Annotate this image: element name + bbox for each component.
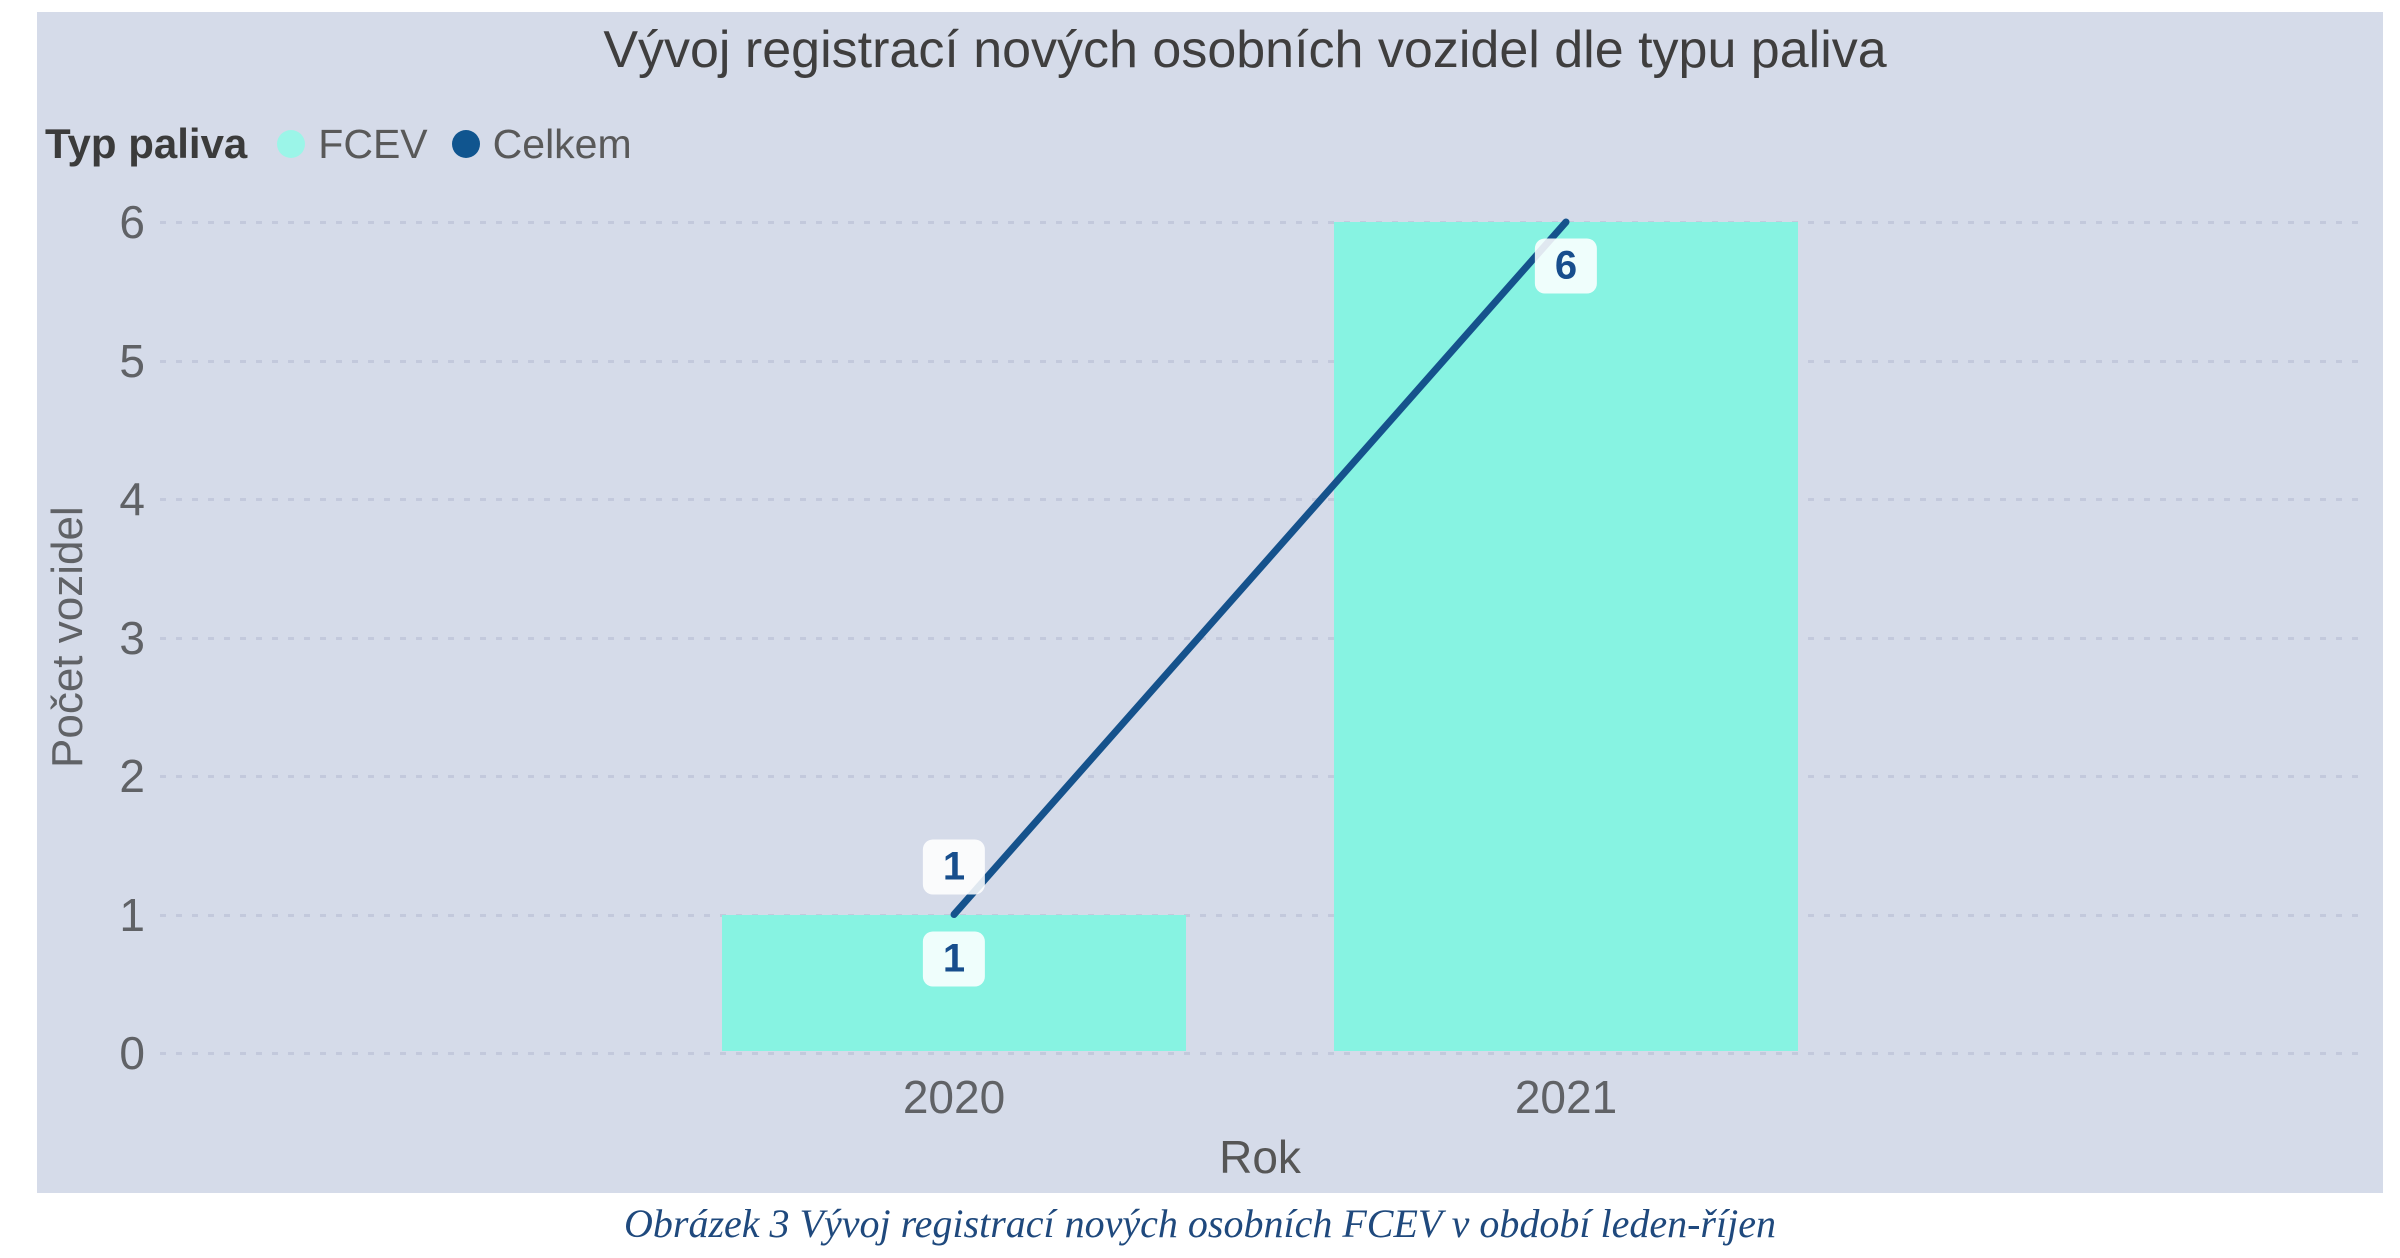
celkem-line bbox=[950, 218, 1570, 918]
y-tick-label: 3 bbox=[119, 611, 145, 664]
legend-item-label: Celkem bbox=[492, 120, 632, 167]
gridline bbox=[160, 913, 2360, 917]
line-data-label: 1 bbox=[922, 839, 986, 894]
celkem-swatch-icon bbox=[451, 130, 480, 158]
legend-item-fcev: FCEV bbox=[277, 120, 428, 168]
legend-item-celkem: Celkem bbox=[451, 120, 632, 168]
vehicle-registrations-chart: Vývoj registrací nových osobních vozidel… bbox=[37, 12, 2383, 1193]
x-axis-title: Rok bbox=[1219, 1131, 1301, 1183]
bar-2021 bbox=[1334, 222, 1798, 1051]
gridline bbox=[160, 636, 2360, 640]
chart-title: Vývoj registrací nových osobních vozidel… bbox=[603, 21, 1887, 79]
y-tick-label: 1 bbox=[119, 888, 145, 941]
legend: Typ paliva FCEV Celkem bbox=[45, 120, 656, 168]
bar-data-label: 1 bbox=[922, 931, 986, 986]
y-tick-label: 0 bbox=[119, 1027, 145, 1079]
gridline bbox=[160, 498, 2360, 501]
bar-data-label: 6 bbox=[1534, 238, 1598, 294]
y-tick-label: 5 bbox=[119, 334, 145, 387]
gridline bbox=[160, 221, 2360, 224]
x-tick-label: 2021 bbox=[1514, 1071, 1618, 1123]
fcev-swatch-icon bbox=[277, 130, 306, 158]
figure-caption: Obrázek 3 Vývoj registrací nových osobní… bbox=[624, 1201, 1776, 1246]
x-tick-label: 2020 bbox=[902, 1071, 1006, 1123]
y-tick-label: 2 bbox=[119, 750, 145, 802]
gridline bbox=[160, 775, 2360, 778]
y-tick-label: 6 bbox=[119, 196, 145, 248]
legend-item-label: FCEV bbox=[318, 120, 428, 167]
y-tick-label: 4 bbox=[119, 473, 145, 525]
plot-area: 0 1 2 3 4 5 6 2020 2021 1 1 6 bbox=[37, 12, 2383, 1193]
gridline bbox=[160, 1052, 2360, 1055]
legend-title: Typ paliva bbox=[45, 120, 248, 167]
gridline bbox=[160, 359, 2360, 363]
